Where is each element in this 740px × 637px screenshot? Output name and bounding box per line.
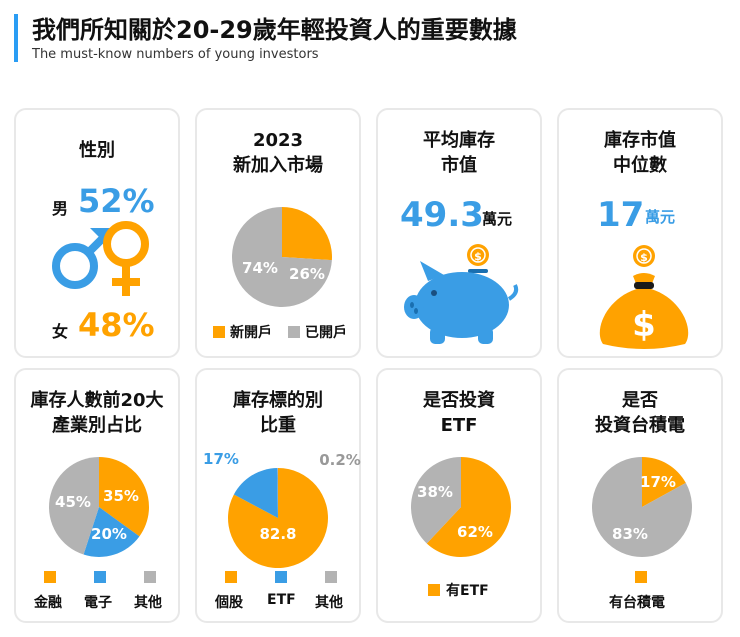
legend-swatch-finance <box>44 571 56 583</box>
asset-type-pie-chart: 82.8 17% 0.2% <box>203 450 361 568</box>
median-value-card: 庫存市值 中位數 17 萬元 $ $ <box>557 108 723 358</box>
tsmc-title-line1: 是否 <box>622 390 658 411</box>
svg-text:$: $ <box>640 251 648 264</box>
pie-label-top_industries-2: 45% <box>55 493 91 511</box>
etf-pie-chart: 62% 38% <box>411 457 511 557</box>
pie-label-tsmc-0: 17% <box>640 473 676 491</box>
pie-slice-top_industries-0 <box>99 457 149 537</box>
pie-slice-top_industries-2 <box>49 457 99 555</box>
male-percent: 52% <box>78 182 155 220</box>
pie-slice-tsmc-0 <box>642 457 686 507</box>
legend-label-finance: 金融 <box>34 595 62 611</box>
legend-label-asset-other: 其他 <box>315 595 343 611</box>
pie-slice-new_accounts-0 <box>282 207 332 261</box>
money-bag-icon: $ $ <box>599 245 689 349</box>
new-accounts-title-line2: 新加入市場 <box>233 155 323 176</box>
svg-text:$: $ <box>474 250 482 263</box>
gender-card-title: 性別 <box>79 140 115 161</box>
median-value-unit: 萬元 <box>645 208 676 226</box>
legend-swatch-existing <box>288 326 300 338</box>
avg-value-title-line2: 市值 <box>441 155 477 176</box>
new-accounts-pie-chart: 26% 74% <box>232 207 332 307</box>
median-value-title-line2: 中位數 <box>613 155 667 176</box>
pie-slice-etf-0 <box>426 457 511 557</box>
pie-slice-top_industries-1 <box>83 507 140 557</box>
top-industries-title-line1: 庫存人數前20大 <box>30 390 164 411</box>
avg-value-number: 49.3 <box>400 195 484 235</box>
legend-label-new: 新開戶 <box>230 325 272 341</box>
female-symbol-icon <box>103 221 149 296</box>
legend-swatch-industry-other <box>144 571 156 583</box>
female-percent: 48% <box>78 306 155 344</box>
legend-label-electronics: 電子 <box>84 595 112 611</box>
asset-type-title-line1: 庫存標的別 <box>233 390 323 411</box>
legend-swatch-electronics <box>94 571 106 583</box>
etf-title-line1: 是否投資 <box>423 390 495 411</box>
female-label: 女 <box>52 322 69 341</box>
asset-type-title-line2: 比重 <box>260 415 296 436</box>
piggy-bank-icon: $ <box>404 244 519 344</box>
legend-label-existing: 已開戶 <box>305 325 347 341</box>
pie-label-top_industries-1: 20% <box>91 525 127 543</box>
pie-slice-tsmc-1 <box>592 457 692 557</box>
pie-label-etf-0: 62% <box>457 523 493 541</box>
gender-card: 性別 男 52% 女 48% <box>14 108 180 358</box>
asset-type-card: 庫存標的別 比重 82.8 17% 0.2% 個股 ETF 其他 <box>195 368 361 623</box>
etf-title-line2: ETF <box>440 415 478 436</box>
median-value-title-line1: 庫存市值 <box>604 130 676 151</box>
page-title: 我們所知關於20-29歲年輕投資人的重要數據 <box>32 16 517 44</box>
top-industries-title-line2: 產業別占比 <box>52 415 142 436</box>
pie-label-tsmc-1: 83% <box>612 525 648 543</box>
median-value-number: 17 <box>597 195 645 235</box>
tsmc-title-line2: 投資台積電 <box>595 415 685 436</box>
male-label: 男 <box>52 199 69 218</box>
top-industries-pie-chart: 35% 20%45% <box>49 457 149 557</box>
tsmc-pie-chart: 17% 83% <box>592 457 692 557</box>
pie-label-asset_type-2: 0.2% <box>319 451 361 469</box>
pie-label-new_accounts-1: 74% <box>242 259 278 277</box>
new-accounts-title-line1: 2023 <box>252 130 304 151</box>
pie-label-etf-1: 38% <box>417 483 453 501</box>
header-accent-bar <box>14 14 18 62</box>
top-industries-card: 庫存人數前20大 產業別占比 35% 20% 45% 金融 電子 其他 <box>14 368 180 623</box>
pie-slice-etf-1 <box>411 457 461 544</box>
legend-label-etf: ETF <box>267 592 296 608</box>
avg-value-card: 平均庫存 市值 49.3 萬元 $ <box>376 108 542 358</box>
pie-label-asset_type-0: 82.8 <box>259 525 296 543</box>
legend-label-stock: 個股 <box>215 595 243 611</box>
tsmc-card: 是否 投資台積電 17% 83% 有台積電 <box>557 368 723 623</box>
pie-label-asset_type-1: 17% <box>203 450 239 468</box>
new-accounts-card: 2023 新加入市場 26% 74% 新開戶 已開戶 <box>195 108 361 358</box>
legend-swatch-asset-other <box>325 571 337 583</box>
avg-value-title-line1: 平均庫存 <box>423 130 495 151</box>
legend-label-has-tsmc: 有台積電 <box>609 595 665 611</box>
legend-swatch-has-etf <box>428 584 440 596</box>
pie-slice-new_accounts-1 <box>232 207 332 307</box>
legend-swatch-etf <box>275 571 287 583</box>
pie-slice-asset_type-1 <box>233 468 278 518</box>
page-subtitle: The must-know numbers of young investors <box>32 47 319 62</box>
etf-card: 是否投資 ETF 62% 38% 有ETF <box>376 368 542 623</box>
legend-swatch-stock <box>225 571 237 583</box>
pie-label-new_accounts-0: 26% <box>289 265 325 283</box>
legend-label-industry-other: 其他 <box>134 595 162 611</box>
legend-swatch-has-tsmc <box>635 571 647 583</box>
avg-value-unit: 萬元 <box>482 210 513 228</box>
svg-text:$: $ <box>632 305 656 345</box>
pie-label-top_industries-0: 35% <box>103 487 139 505</box>
pie-slice-asset_type-2 <box>277 468 278 518</box>
legend-swatch-new <box>213 326 225 338</box>
legend-label-has-etf: 有ETF <box>446 583 489 599</box>
